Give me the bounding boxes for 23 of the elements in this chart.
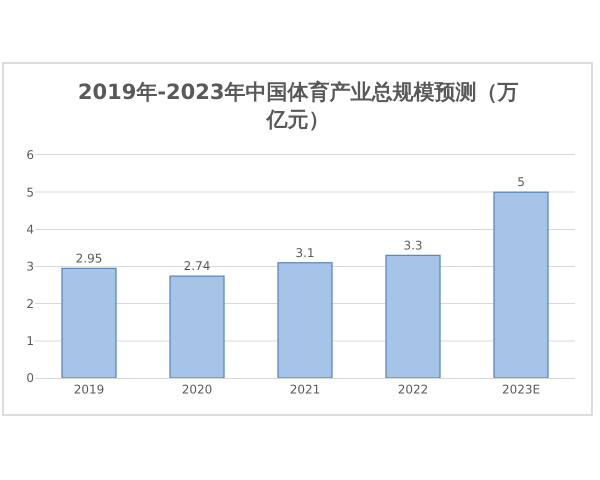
bar	[61, 268, 117, 378]
bar	[277, 262, 333, 378]
y-tick-label: 3	[26, 260, 34, 274]
data-label: 2.95	[76, 251, 102, 266]
x-tick-label: 2020	[182, 382, 212, 396]
y-tick-label: 0	[26, 371, 34, 386]
data-label: 5	[517, 175, 525, 190]
bar	[493, 192, 549, 378]
x-tick-label: 2022	[398, 382, 428, 396]
bar	[169, 276, 225, 378]
x-tick-label: 2019	[74, 382, 104, 396]
data-label: 2.74	[184, 259, 210, 274]
data-label: 3.3	[403, 238, 423, 252]
bar	[385, 254, 441, 378]
chart-title: 2019年-2023年中国体育产业总规模预测（万亿元）	[78, 80, 519, 132]
x-tick-label: 2023E	[502, 382, 540, 396]
data-label: 3.1	[295, 246, 315, 260]
y-tick-label: 2	[26, 296, 34, 311]
y-tick-label: 4	[26, 222, 34, 237]
y-tick-label: 6	[26, 148, 34, 162]
y-tick-label: 5	[26, 185, 34, 200]
y-tick-label: 1	[26, 334, 34, 348]
x-tick-label: 2021	[290, 382, 320, 396]
